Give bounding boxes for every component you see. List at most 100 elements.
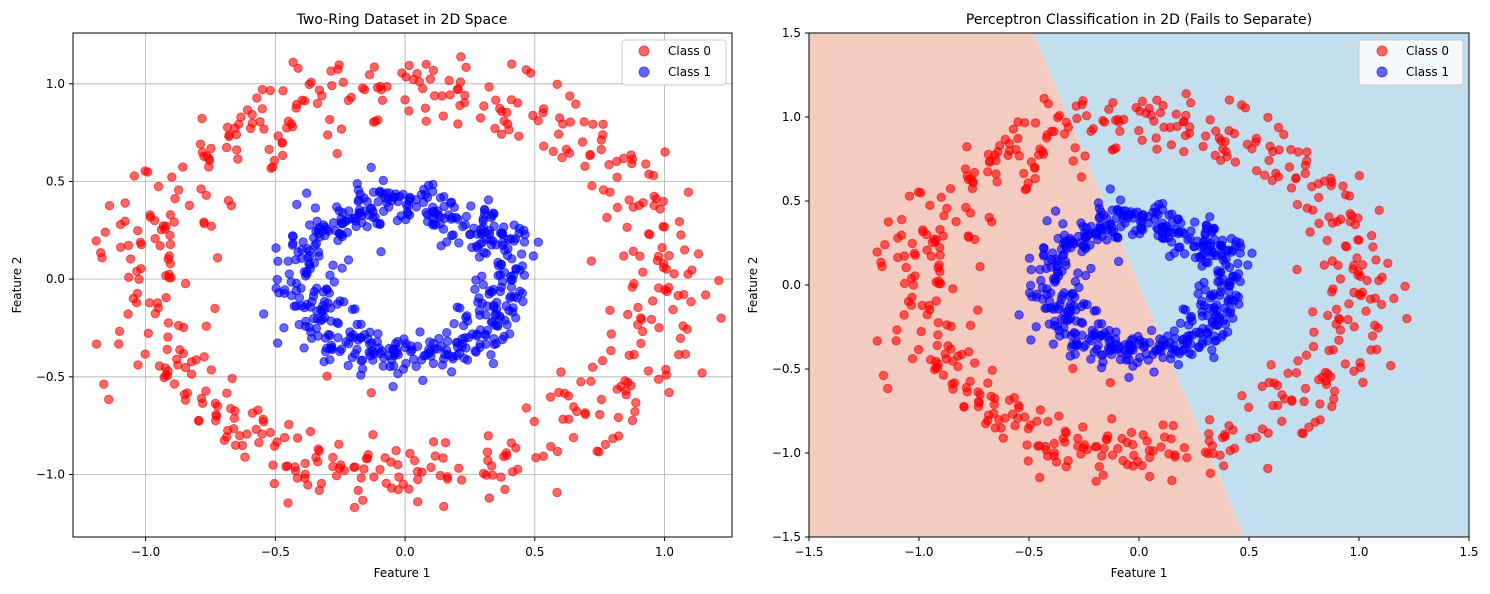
point-class-0 (1145, 471, 1155, 482)
point-class-0 (1113, 443, 1123, 454)
point-class-1 (1185, 313, 1196, 323)
point-class-0 (1205, 115, 1215, 125)
point-class-0 (1314, 192, 1324, 203)
point-class-0 (334, 463, 345, 473)
point-class-0 (910, 271, 920, 281)
point-class-0 (1301, 350, 1312, 360)
point-class-0 (1155, 108, 1166, 118)
point-class-1 (1042, 216, 1052, 226)
point-class-0 (893, 252, 903, 263)
point-class-0 (440, 438, 451, 448)
point-class-1 (312, 283, 322, 293)
point-class-1 (489, 209, 499, 219)
point-class-1 (333, 318, 343, 329)
x-tick-label: −1.0 (131, 545, 160, 559)
point-class-0 (933, 263, 943, 273)
point-class-1 (1014, 310, 1024, 320)
point-class-0 (606, 346, 616, 356)
point-class-1 (1209, 353, 1219, 363)
point-class-0 (165, 239, 176, 250)
point-class-1 (1214, 312, 1225, 322)
point-class-0 (624, 195, 634, 205)
point-class-0 (1361, 306, 1371, 316)
point-class-1 (322, 285, 332, 295)
point-class-1 (490, 320, 500, 330)
point-class-1 (415, 327, 425, 337)
point-class-0 (195, 139, 206, 149)
point-class-0 (1178, 117, 1189, 127)
legend-label-class-1: Class 1 (1406, 65, 1449, 79)
region-class-1 (1033, 33, 1469, 537)
point-class-0 (1300, 160, 1311, 171)
point-class-0 (178, 348, 189, 359)
point-class-0 (1274, 145, 1284, 155)
point-class-0 (1291, 368, 1302, 378)
point-class-1 (428, 186, 438, 197)
point-class-1 (438, 224, 449, 234)
point-class-1 (271, 243, 281, 253)
point-class-0 (391, 446, 401, 456)
point-class-0 (986, 391, 996, 401)
point-class-1 (1066, 330, 1077, 341)
point-class-0 (1061, 428, 1071, 438)
point-class-0 (1266, 360, 1276, 370)
point-class-1 (488, 358, 499, 369)
point-class-0 (170, 193, 180, 204)
point-class-1 (1098, 350, 1108, 360)
point-class-0 (104, 201, 115, 211)
legend-label-class-0: Class 0 (1406, 44, 1449, 58)
point-class-0 (461, 62, 471, 73)
point-class-0 (167, 172, 177, 182)
point-class-1 (363, 334, 373, 344)
point-class-0 (259, 124, 269, 134)
point-class-1 (458, 221, 468, 232)
point-class-0 (1091, 441, 1102, 452)
point-class-0 (150, 233, 160, 244)
point-class-0 (936, 192, 946, 203)
point-class-0 (925, 200, 935, 211)
point-class-1 (1056, 244, 1067, 255)
point-class-0 (154, 361, 165, 371)
point-class-0 (1040, 441, 1051, 452)
point-class-0 (1107, 145, 1118, 155)
point-class-1 (1115, 195, 1126, 205)
point-class-0 (313, 457, 323, 467)
point-class-1 (1044, 296, 1055, 306)
point-class-1 (1209, 224, 1220, 234)
point-class-1 (287, 240, 298, 250)
point-class-0 (1329, 386, 1340, 396)
point-class-0 (444, 75, 454, 86)
panel-perceptron-classification: Perceptron Classification in 2D (Fails t… (746, 12, 1479, 580)
point-class-0 (1299, 396, 1309, 407)
point-class-1 (436, 241, 446, 251)
point-class-1 (329, 277, 339, 287)
point-class-0 (913, 344, 924, 355)
point-class-0 (312, 98, 323, 109)
point-class-0 (1107, 414, 1117, 424)
point-class-1 (407, 345, 417, 355)
point-class-0 (1099, 117, 1110, 127)
point-class-0 (222, 432, 232, 442)
point-class-0 (1070, 143, 1080, 153)
point-class-0 (1377, 272, 1387, 282)
point-class-0 (513, 464, 523, 474)
point-class-0 (1010, 421, 1020, 431)
point-class-0 (1186, 98, 1196, 108)
point-class-1 (393, 369, 403, 379)
point-class-1 (1157, 204, 1168, 215)
point-class-0 (1366, 230, 1377, 241)
point-class-1 (1149, 214, 1160, 224)
x-tick-label: 0.0 (1129, 545, 1148, 559)
legend-label-class-0: Class 0 (668, 44, 711, 58)
point-class-0 (1374, 205, 1384, 216)
point-class-0 (975, 262, 985, 272)
point-class-0 (186, 357, 197, 367)
point-class-0 (428, 65, 439, 76)
point-class-0 (631, 398, 641, 408)
point-class-0 (1358, 377, 1368, 388)
point-class-1 (411, 361, 421, 372)
point-class-0 (1107, 450, 1118, 460)
point-class-1 (439, 192, 449, 202)
point-class-1 (1078, 221, 1088, 232)
point-class-0 (153, 181, 164, 192)
